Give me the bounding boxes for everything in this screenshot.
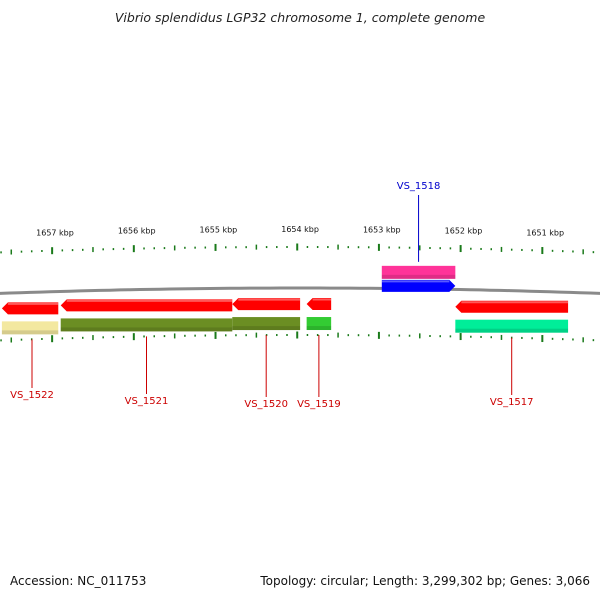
gene-arrow-vs_1517[interactable] xyxy=(455,300,569,313)
gene-label-vs_1517[interactable]: VS_1517 xyxy=(490,397,534,408)
feature-bar-shadow xyxy=(1,330,59,335)
gene-labels: VS_1522 VS_1521 VS_1520 VS_1519 VS_1518 VS_15… xyxy=(10,181,533,410)
ruler-top: 1657 kbp 1656 kbp 1655 kbp 1654 kbp 1653 kbp… xyxy=(0,225,595,255)
ruler-tick-label: 1651 kbp xyxy=(526,229,564,238)
ruler-bottom xyxy=(0,331,595,343)
feature-bar-shadow xyxy=(232,326,301,331)
gene-label-vs_1519[interactable]: VS_1519 xyxy=(297,399,341,410)
gene-arrow-vs_1520[interactable] xyxy=(232,298,301,311)
gene-label-vs_1520[interactable]: VS_1520 xyxy=(244,399,288,410)
chromosome-backbone xyxy=(0,286,600,295)
gene-label-vs_1522[interactable]: VS_1522 xyxy=(10,390,54,401)
gene-track xyxy=(1,279,569,315)
feature-bar-vs_1521[interactable] xyxy=(60,318,233,332)
feature-bar-vs_1517[interactable] xyxy=(455,319,569,333)
gene-arrow-vs_1521[interactable] xyxy=(60,299,233,312)
gene-label-vs_1521[interactable]: VS_1521 xyxy=(125,396,169,407)
topology-summary: Topology: circular; Length: 3,299,302 bp… xyxy=(260,574,590,588)
feature-bar-vs_1520[interactable] xyxy=(232,317,301,331)
gene-arrow-vs_1518[interactable] xyxy=(381,279,456,292)
ruler-tick-label: 1653 kbp xyxy=(363,225,401,234)
accession-label: Accession: NC_011753 xyxy=(10,574,147,588)
ruler-tick-label: 1655 kbp xyxy=(200,225,238,234)
feature-bar-shadow xyxy=(60,327,233,332)
feature-bar-shadow xyxy=(455,328,569,333)
ruler-tick-label: 1654 kbp xyxy=(281,225,319,234)
feature-bar-shadow xyxy=(306,326,332,331)
gene-label-vs_1518[interactable]: VS_1518 xyxy=(397,181,441,192)
feature-track xyxy=(1,265,569,335)
gene-arrow-vs_1519[interactable] xyxy=(306,298,332,311)
ruler-tick-label: 1657 kbp xyxy=(36,229,74,238)
ruler-tick-label: 1656 kbp xyxy=(118,227,156,236)
page-title: Vibrio splendidus LGP32 chromosome 1, co… xyxy=(114,10,486,25)
feature-bar-shadow xyxy=(381,274,456,279)
ruler-tick-label: 1652 kbp xyxy=(445,227,483,236)
feature-bar-vs_1519[interactable] xyxy=(306,317,332,331)
gene-arrow-vs_1522[interactable] xyxy=(1,302,59,315)
feature-bar-vs_1522[interactable] xyxy=(1,321,59,335)
feature-bar-vs_1518[interactable] xyxy=(381,265,456,279)
